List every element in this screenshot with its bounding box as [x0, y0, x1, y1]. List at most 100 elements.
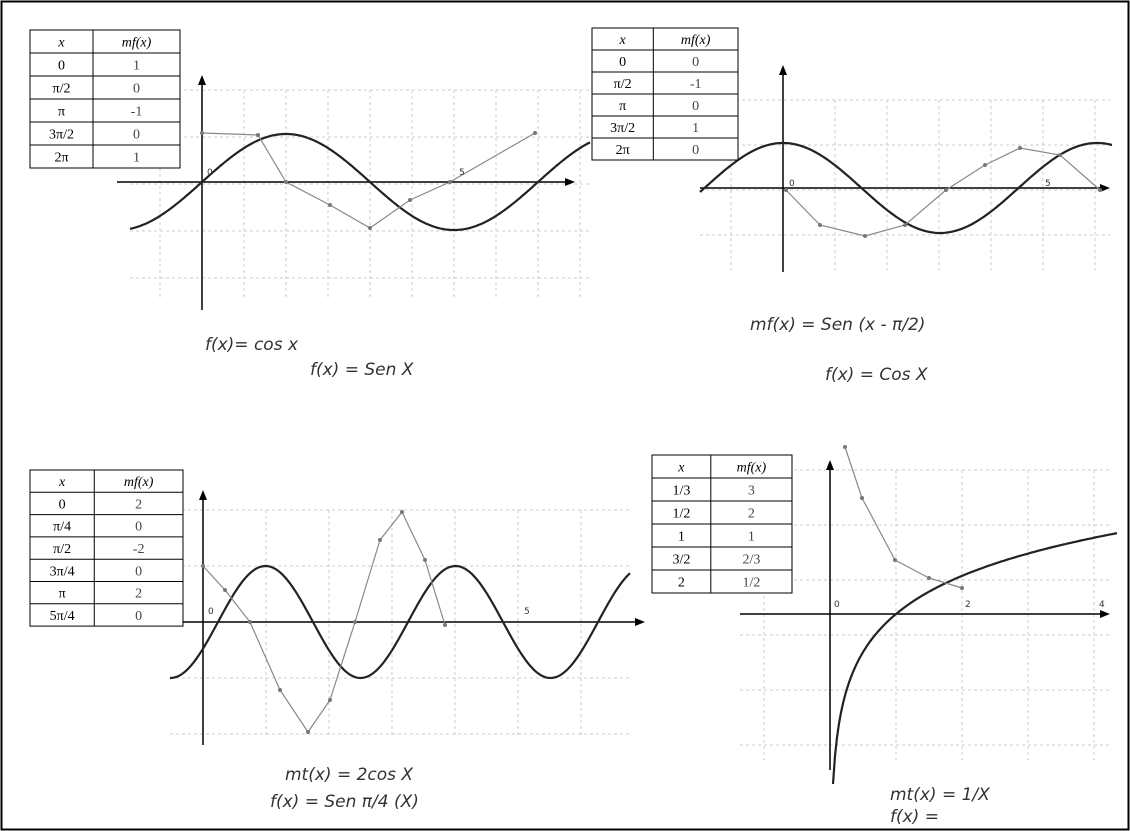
plot-point — [1058, 153, 1062, 157]
table-header: x — [58, 475, 66, 490]
plot-point — [818, 223, 822, 227]
table-cell: 3π/4 — [50, 564, 75, 579]
plot-point — [201, 564, 205, 568]
axis-label: 5 — [1045, 179, 1051, 189]
table-cell: 0 — [135, 520, 142, 535]
table-cell: 2 — [135, 587, 142, 602]
plot-point — [378, 538, 382, 542]
handwritten-note: mt(x) = 1/X — [890, 785, 990, 805]
handwritten-note: f(x) = Cos X — [825, 365, 928, 385]
axis-label: 2 — [965, 600, 971, 610]
table-cell: π/2 — [53, 542, 71, 557]
table-header: x — [677, 461, 685, 476]
plot-point — [284, 180, 288, 184]
table-cell: 1 — [678, 530, 685, 545]
table-cell: 1 — [133, 59, 140, 74]
table-header: x — [57, 36, 65, 51]
plot-point — [408, 198, 412, 202]
handwritten-note: f(x) = Sen π/4 (X) — [270, 792, 419, 812]
plot-point — [784, 188, 788, 192]
table-cell: 0 — [135, 564, 142, 579]
plot-point — [200, 131, 204, 135]
table-cell: 2π — [54, 151, 68, 166]
axis-label: 5 — [459, 168, 465, 178]
table-cell: 2 — [748, 507, 755, 522]
table-cell: 0 — [133, 128, 140, 143]
plot-point — [533, 131, 537, 135]
table-cell: 0 — [135, 609, 142, 624]
table-cell: 2 — [678, 576, 685, 591]
handwritten-note: mt(x) = 2cos X — [285, 765, 413, 785]
table-cell: 1/2 — [742, 576, 760, 591]
plot-point — [368, 226, 372, 230]
plot-point — [927, 576, 931, 580]
table-cell: 0 — [692, 143, 699, 158]
table-header: mf(x) — [737, 461, 767, 476]
table-cell: 0 — [58, 59, 65, 74]
plot-point — [843, 445, 847, 449]
table-cell: π — [58, 105, 65, 120]
table-cell: 1 — [133, 151, 140, 166]
page: 05xmf(x)01π/20π-13π/202π1f(x)= cos xf(x)… — [0, 0, 1130, 831]
plot-point — [328, 203, 332, 207]
plot-point — [863, 234, 867, 238]
table-cell: 0 — [692, 55, 699, 70]
table-cell: 2 — [135, 497, 142, 512]
table-header: x — [619, 33, 627, 48]
table-cell: 1 — [692, 121, 699, 136]
table-cell: -2 — [133, 542, 145, 557]
plot-point — [248, 620, 252, 624]
table-cell: 2/3 — [742, 553, 760, 568]
table-cell: 3π/2 — [610, 121, 635, 136]
plot-point — [223, 588, 227, 592]
axis-label: 0 — [834, 600, 840, 610]
axis-label: 0 — [208, 607, 214, 617]
table-cell: 1/2 — [672, 507, 690, 522]
plot-point — [328, 698, 332, 702]
table-cell: -1 — [690, 77, 702, 92]
plot-point — [256, 133, 260, 137]
plot-point — [306, 730, 310, 734]
plot-point — [903, 223, 907, 227]
axis-label: 4 — [1099, 600, 1105, 610]
table-cell: 2π — [616, 143, 630, 158]
table-cell: 0 — [692, 99, 699, 114]
plot-point — [944, 188, 948, 192]
handwritten-note: mf(x) = Sen (x - π/2) — [750, 315, 925, 335]
table-cell: π/4 — [53, 520, 71, 535]
table-cell: 1/3 — [672, 484, 690, 499]
table-cell: -1 — [131, 105, 143, 120]
table-cell: 0 — [59, 497, 66, 512]
plot-point — [443, 623, 447, 627]
table-cell: 3π/2 — [49, 128, 74, 143]
handwritten-note: f(x) = — [890, 807, 939, 827]
plot-point — [1018, 146, 1022, 150]
axis-label: 0 — [207, 168, 213, 178]
table-header: mf(x) — [681, 33, 711, 48]
table-cell: 0 — [619, 55, 626, 70]
table-cell: 0 — [133, 82, 140, 97]
plot-point — [278, 688, 282, 692]
table-cell: 1 — [748, 530, 755, 545]
plot-point — [893, 558, 897, 562]
plot-point — [448, 180, 452, 184]
table-header: mf(x) — [124, 475, 154, 490]
handwritten-note: f(x)= cos x — [205, 335, 299, 355]
handwritten-note: f(x) = Sen X — [310, 360, 414, 380]
plot-point — [1098, 188, 1102, 192]
table-cell: 3 — [748, 484, 755, 499]
plot-point — [960, 586, 964, 590]
table-cell: π — [619, 99, 626, 114]
axis-label: 0 — [789, 179, 795, 189]
table-header: mf(x) — [122, 36, 152, 51]
table-cell: π — [59, 587, 66, 602]
table-cell: 3/2 — [672, 553, 690, 568]
table-cell: 5π/4 — [50, 609, 75, 624]
table-cell: π/2 — [53, 82, 71, 97]
table-cell: π/2 — [614, 77, 632, 92]
axis-label: 5 — [524, 607, 530, 617]
plot-point — [423, 558, 427, 562]
plot-point — [400, 510, 404, 514]
plot-point — [860, 496, 864, 500]
plot-point — [983, 163, 987, 167]
